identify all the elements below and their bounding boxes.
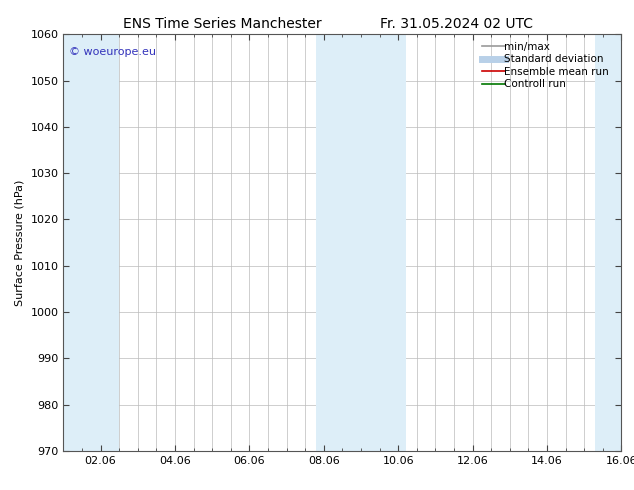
Y-axis label: Surface Pressure (hPa): Surface Pressure (hPa) [15,179,25,306]
Bar [316,34,406,451]
Legend: min/max, Standard deviation, Ensemble mean run, Controll run: min/max, Standard deviation, Ensemble me… [480,40,616,92]
Text: Fr. 31.05.2024 02 UTC: Fr. 31.05.2024 02 UTC [380,17,533,31]
Text: ENS Time Series Manchester: ENS Time Series Manchester [122,17,321,31]
Text: © woeurope.eu: © woeurope.eu [69,47,156,57]
Bar [595,34,629,451]
Bar [56,34,119,451]
